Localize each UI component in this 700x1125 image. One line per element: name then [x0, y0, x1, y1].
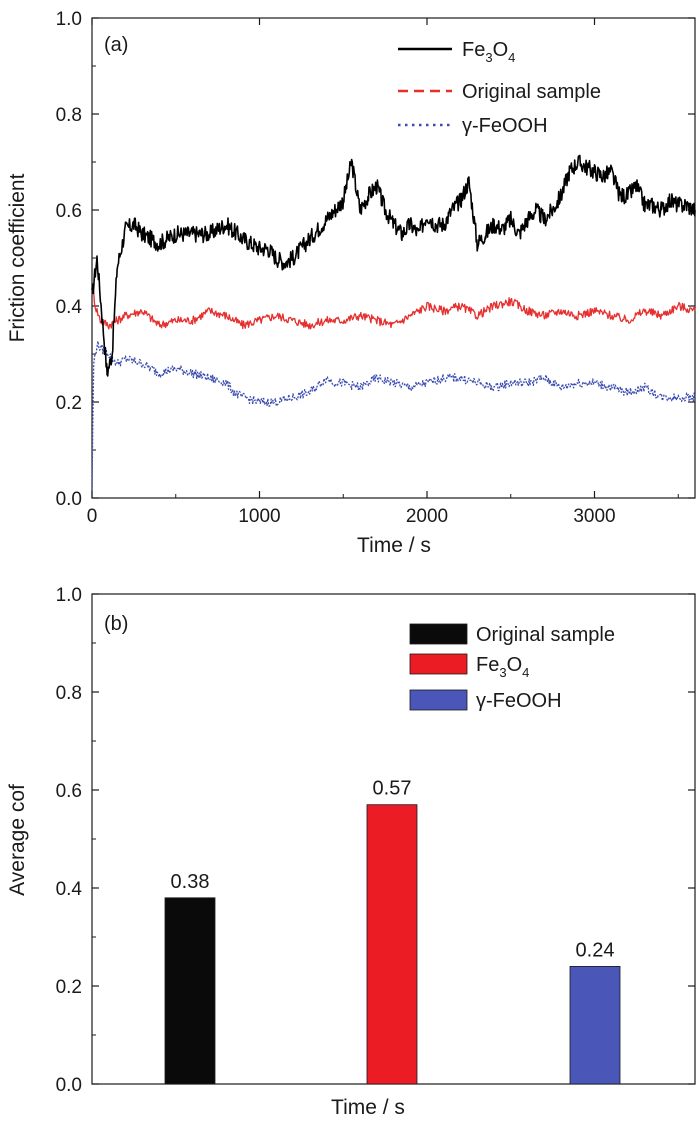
panel-a-y-tick-label: 0.2 — [56, 393, 82, 414]
panel-b-label: (b) — [104, 613, 128, 635]
panel-a: 0.0 0.2 0.4 0.6 0.8 1.0 0 1000 2000 3000 (a) Tim… — [6, 9, 696, 557]
panel-a-plot-frame — [91, 17, 696, 499]
series-line-original-sample — [91, 284, 696, 330]
panel-b-y-tick-label: 1.0 — [56, 585, 82, 606]
panel-b-y-tick-label: 0.8 — [56, 683, 82, 704]
panel-a-x-tick-label: 0 — [87, 506, 98, 527]
panel-b-y-axis-title: Average cof — [6, 784, 29, 896]
legend-a-original-label: Original sample — [462, 81, 601, 103]
panel-a-x-tick-label: 1000 — [238, 506, 280, 527]
legend-b-original-label: Original sample — [476, 624, 615, 646]
panel-a-y-tick-label: 0.8 — [56, 105, 82, 126]
legend-a-fe3o4-label: Fe3O4 — [462, 39, 515, 65]
panel-a-x-tick-label: 2000 — [406, 506, 448, 527]
bar-gamma-feooh — [569, 966, 621, 1085]
panel-b-y-ticks: 0.0 0.2 0.4 0.6 0.8 1.0 — [56, 585, 695, 1096]
panel-a-y-tick-label: 1.0 — [56, 9, 82, 30]
panel-a-y-tick-label: 0.6 — [56, 201, 82, 222]
panel-b-y-tick-label: 0.4 — [56, 879, 83, 900]
bar-value-label-fe3o4: 0.57 — [373, 778, 412, 800]
bar-value-label-gamma-feooh: 0.24 — [576, 939, 615, 961]
legend-b-fe3o4-swatch — [409, 653, 468, 675]
legend-a-feooh-label: γ-FeOOH — [462, 115, 548, 137]
panel-a-legend: Fe3O4 Original sample γ-FeOOH — [398, 39, 601, 137]
panel-a-x-ticks: 0 1000 2000 3000 — [87, 18, 679, 527]
panel-b-y-tick-label: 0.0 — [56, 1075, 82, 1096]
panel-a-label: (a) — [104, 34, 128, 56]
panel-a-y-ticks: 0.0 0.2 0.4 0.6 0.8 1.0 — [56, 9, 695, 510]
series-line-gamma-feooh — [91, 340, 696, 490]
panel-b-y-tick-label: 0.6 — [56, 781, 82, 802]
bar-original-sample — [164, 897, 216, 1085]
panel-b: 0.0 0.2 0.4 0.6 0.8 1.0 0.38 0.57 0.24 (b) Time… — [6, 585, 696, 1119]
panel-a-y-axis-title: Friction coefficient — [6, 173, 29, 342]
panel-a-y-tick-label: 0.0 — [56, 489, 82, 510]
panel-a-y-tick-label: 0.4 — [56, 297, 83, 318]
panel-b-y-tick-label: 0.2 — [56, 977, 82, 998]
panel-b-legend: Original sample Fe3O4 γ-FeOOH — [409, 623, 615, 712]
legend-b-feooh-label: γ-FeOOH — [476, 690, 562, 712]
bar-value-label-original-sample: 0.38 — [171, 871, 210, 893]
panel-b-bars: 0.38 0.57 0.24 — [164, 778, 621, 1085]
panel-a-series — [91, 154, 696, 490]
panel-b-x-axis-title: Time / s — [331, 1096, 405, 1119]
panel-a-x-axis-title: Time / s — [357, 534, 431, 557]
legend-b-original-swatch — [409, 623, 468, 645]
legend-b-feooh-swatch — [409, 689, 468, 711]
legend-b-fe3o4-label: Fe3O4 — [476, 654, 529, 680]
series-line-fe3o4 — [91, 154, 696, 377]
panel-a-x-tick-label: 3000 — [573, 506, 615, 527]
bar-fe3o4 — [366, 804, 418, 1085]
